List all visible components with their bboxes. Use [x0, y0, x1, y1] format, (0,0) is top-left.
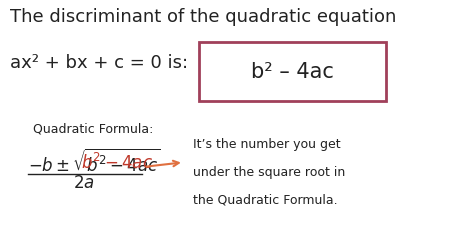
Text: It’s the number you get: It’s the number you get [192, 138, 340, 151]
Text: $-b \pm \sqrt{b^2 - 4ac}$: $-b \pm \sqrt{b^2 - 4ac}$ [28, 149, 161, 176]
Text: $2a$: $2a$ [73, 174, 94, 192]
Text: the Quadratic Formula.: the Quadratic Formula. [192, 193, 337, 206]
Text: The discriminant of the quadratic equation: The discriminant of the quadratic equati… [10, 8, 397, 26]
Text: ax² + bx + c = 0 is:: ax² + bx + c = 0 is: [10, 54, 188, 72]
Text: under the square root in: under the square root in [192, 166, 345, 179]
Text: b² – 4ac: b² – 4ac [251, 62, 334, 82]
Text: $b^2 - 4ac$: $b^2 - 4ac$ [81, 153, 153, 173]
Text: Quadratic Formula:: Quadratic Formula: [33, 122, 153, 135]
FancyBboxPatch shape [200, 43, 386, 101]
